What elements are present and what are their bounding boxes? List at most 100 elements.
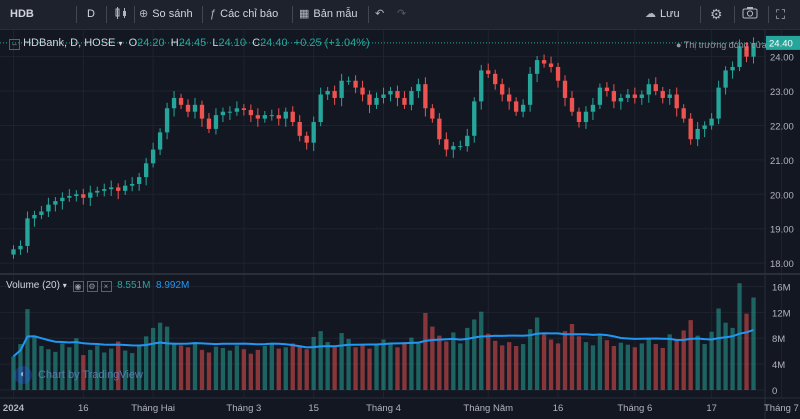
volume-bar	[500, 345, 505, 390]
volume-bar	[276, 348, 281, 390]
volume-tick-label: 12M	[772, 308, 791, 319]
volume-bar	[102, 352, 107, 390]
volume-bar	[562, 331, 568, 390]
x-tick-label: Tháng Năm	[463, 403, 513, 414]
volume-title[interactable]: Volume (20)	[6, 280, 60, 291]
candle	[632, 87, 637, 104]
volume-bar	[39, 346, 44, 390]
candle	[381, 87, 386, 104]
chevron-down-icon[interactable]: ▾	[118, 39, 123, 48]
undo-button[interactable]: ↶	[375, 0, 384, 29]
volume-bar	[555, 343, 561, 390]
toolbar-divider	[292, 6, 293, 23]
candle-body	[479, 70, 484, 102]
candle	[339, 73, 344, 107]
chart-type-button[interactable]	[114, 0, 128, 29]
candle	[102, 183, 107, 197]
candle	[513, 97, 519, 116]
low-label: L	[212, 37, 219, 49]
tradingview-watermark[interactable]: ◐ Chart by TradingView	[14, 366, 143, 384]
candle-body	[513, 101, 519, 112]
candle	[653, 77, 658, 96]
settings-icon[interactable]: ⚙	[86, 281, 98, 292]
templates-button[interactable]: ▦ Bản mẫu	[299, 8, 358, 20]
settings-button[interactable]: ⚙	[710, 0, 723, 29]
indicators-icon: ƒ	[210, 8, 217, 20]
candle	[681, 104, 686, 123]
save-button[interactable]: ☁ Lưu	[645, 8, 680, 20]
close-icon[interactable]: ×	[100, 281, 112, 292]
volume-bar	[374, 345, 379, 390]
candle	[744, 42, 749, 63]
collapse-icon[interactable]: –	[9, 39, 20, 50]
compare-button[interactable]: ⊕ So sánh	[139, 8, 193, 20]
volume-bar	[262, 346, 267, 390]
volume-bar	[611, 346, 617, 390]
volume-bar	[527, 329, 533, 390]
candle-body	[416, 84, 421, 92]
candle	[199, 100, 205, 127]
candle	[46, 197, 51, 218]
candle-body	[339, 80, 344, 98]
candle-body	[486, 70, 491, 74]
candle	[67, 189, 72, 202]
candle-body	[164, 108, 170, 133]
volume-bar	[583, 342, 589, 390]
candle	[486, 63, 491, 78]
candle	[88, 185, 93, 206]
x-tick-label: Tháng 4	[366, 403, 401, 414]
volume-bar	[339, 333, 344, 390]
candle	[527, 66, 533, 112]
candle	[234, 101, 240, 116]
volume-bar	[716, 308, 721, 390]
volume-bar	[67, 347, 72, 390]
legend-title[interactable]: HDBank, D, HOSE	[23, 37, 116, 49]
candle-body	[541, 60, 547, 64]
candle	[318, 87, 323, 127]
eye-icon[interactable]: ◉	[72, 281, 84, 292]
candle-body	[465, 135, 470, 147]
candle	[416, 78, 421, 98]
volume-bar	[311, 336, 316, 390]
redo-button[interactable]: ↷	[397, 0, 406, 29]
candle-body	[381, 94, 386, 98]
symbol-search-button[interactable]: HDB	[10, 8, 34, 20]
candle-body	[500, 84, 505, 95]
candle-body	[625, 94, 631, 98]
volume-bar	[416, 343, 421, 390]
candle-body	[95, 190, 100, 193]
interval-button[interactable]: D	[87, 8, 95, 20]
candle	[185, 99, 191, 118]
candle-body	[325, 91, 330, 95]
price-chart[interactable]: 18.00 19.00 20.00 21.00 22.00 23.00 24.00 0 4M 8M…	[0, 30, 800, 419]
x-tick-label: Tháng 6	[617, 403, 652, 414]
candle-body	[444, 139, 449, 150]
candle	[164, 102, 170, 140]
candle	[332, 85, 337, 105]
candle	[576, 107, 582, 128]
x-tick-label: 2024	[3, 403, 25, 414]
chevron-down-icon[interactable]: ▾	[62, 281, 67, 290]
candle	[95, 186, 100, 197]
candle-body	[653, 84, 658, 92]
candle-body	[639, 94, 644, 98]
volume-bar	[520, 344, 526, 390]
candle-body	[562, 80, 568, 98]
screenshot-button[interactable]	[742, 0, 758, 29]
candle	[109, 180, 114, 197]
candle-body	[472, 101, 477, 136]
candle	[430, 104, 435, 123]
x-tick-label: Tháng 3	[226, 403, 261, 414]
candle-body	[688, 118, 693, 140]
volume-bar	[88, 349, 93, 390]
volume-bar	[150, 327, 156, 390]
indicators-button[interactable]: ƒ Các chỉ báo	[210, 8, 279, 20]
candle-body	[241, 108, 247, 110]
volume-bar	[269, 344, 274, 390]
fullscreen-button[interactable]: ⛶	[776, 0, 785, 29]
volume-bar	[227, 350, 233, 390]
candle	[716, 80, 721, 125]
candle	[472, 97, 477, 143]
candle	[465, 128, 470, 152]
open-label: O	[128, 37, 138, 49]
